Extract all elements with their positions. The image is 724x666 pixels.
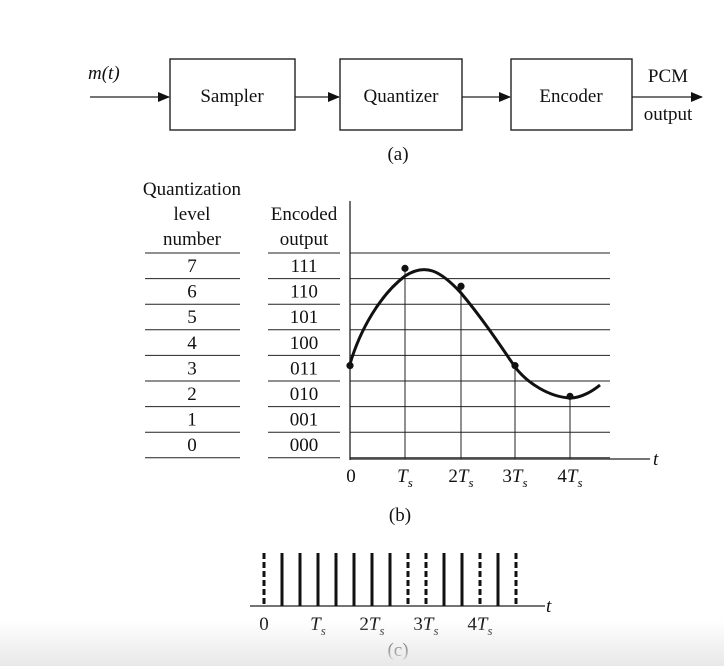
level-number: 1 [187,410,197,431]
header-quantization: Quantization [143,179,242,200]
caption-a: (a) [387,144,408,165]
level-number: 5 [187,307,197,328]
header-output: output [280,229,329,250]
pulse-x-axis-label: t [546,596,552,617]
output-label-pcm: PCM [648,66,688,87]
encoded-output: 100 [290,333,319,354]
level-number: 3 [187,358,197,379]
encoder-label: Encoder [539,86,603,107]
sample-point [401,264,409,272]
tick-label: Ts [310,614,326,638]
tick-label: 4Ts [557,466,582,490]
tick-label: 2Ts [359,614,384,638]
sampler-block [169,58,296,131]
output-label-output: output [644,104,693,125]
sample-point [457,282,465,290]
input-label: m(t) [88,63,120,84]
quantization-table: Quantization level number Encoded output… [143,179,340,459]
level-number: 2 [187,384,197,405]
encoded-output: 101 [290,307,319,328]
level-number: 6 [187,282,197,303]
plot-grid [350,252,610,459]
header-level: level [174,204,211,225]
sample-dots [346,264,574,400]
tick-label: 4Ts [467,614,492,638]
tick-label: 3Ts [502,466,527,490]
caption-c: (c) [387,640,408,661]
tick-label: Ts [397,466,413,490]
quantizer-label: Quantizer [364,86,440,107]
message-waveform [348,268,601,400]
sample-point [566,392,574,400]
encoded-output: 110 [290,282,318,303]
encoded-output: 000 [290,435,319,456]
level-number: 0 [187,435,197,456]
block-diagram: m(t) Sampler Quantizer Encoder PCM outpu… [88,58,703,165]
plot-x-axis-label: t [653,449,659,470]
encoded-output: 111 [290,256,317,277]
encoded-output: 011 [290,358,318,379]
pulse-train [262,553,518,606]
level-number: 4 [187,333,197,354]
header-encoded: Encoded [271,204,338,225]
pulse-plot: t 0 Ts 2Ts 3Ts 4Ts (c) [250,553,552,661]
header-number: number [163,229,222,250]
encoded-output: 010 [290,384,319,405]
sampling-plot: t 0 Ts 2Ts 3Ts 4Ts (b) [346,201,659,526]
sample-point [511,362,519,370]
tick-label: 3Ts [413,614,438,638]
level-number: 7 [187,256,197,277]
tick-label: 2Ts [448,466,473,490]
plot-tick-labels: 0 Ts 2Ts 3Ts 4Ts [346,466,582,490]
tick-label: 0 [346,466,356,487]
encoded-output: 001 [290,410,319,431]
sampler-label: Sampler [200,86,264,107]
encoder-block [510,58,633,131]
pulse-tick-labels: 0 Ts 2Ts 3Ts 4Ts [259,614,492,638]
sample-point [346,362,354,370]
caption-b: (b) [389,505,411,526]
sample-lines [404,268,571,459]
tick-label: 0 [259,614,269,635]
quantizer-block [339,58,463,131]
